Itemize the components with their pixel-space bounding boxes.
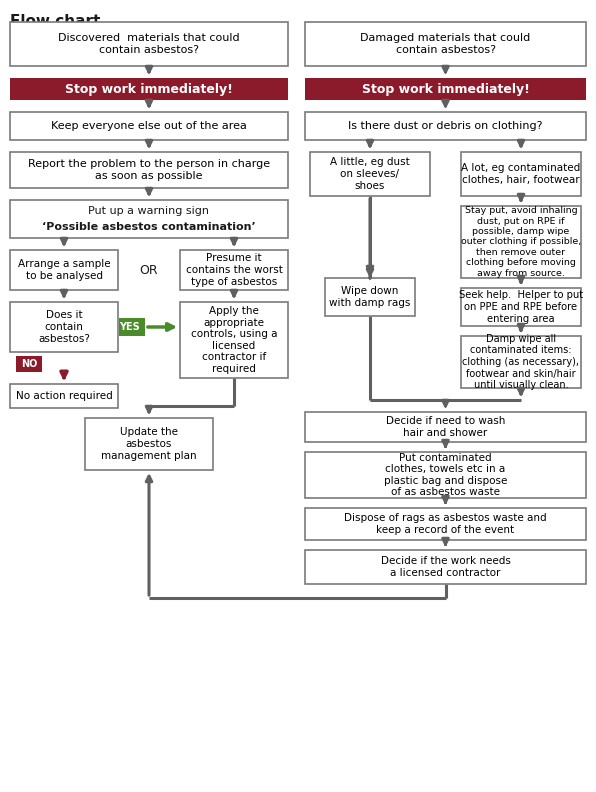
Text: Stay put, avoid inhaling
dust, put on RPE if
possible, damp wipe
outer clothing : Stay put, avoid inhaling dust, put on RP… <box>461 206 581 278</box>
FancyBboxPatch shape <box>461 206 581 278</box>
Text: Flow chart: Flow chart <box>10 14 100 29</box>
FancyBboxPatch shape <box>305 22 586 66</box>
FancyBboxPatch shape <box>10 112 288 140</box>
FancyBboxPatch shape <box>180 250 288 290</box>
FancyBboxPatch shape <box>10 250 118 290</box>
Bar <box>16 356 42 372</box>
Text: Dispose of rags as asbestos waste and
keep a record of the event: Dispose of rags as asbestos waste and ke… <box>344 513 547 535</box>
FancyBboxPatch shape <box>461 288 581 326</box>
Bar <box>119 318 145 336</box>
FancyBboxPatch shape <box>85 418 213 470</box>
Text: Stop work immediately!: Stop work immediately! <box>65 82 233 96</box>
Text: Wipe down
with damp rags: Wipe down with damp rags <box>330 286 411 308</box>
Text: Arrange a sample
to be analysed: Arrange a sample to be analysed <box>18 259 110 281</box>
Text: Discovered  materials that could
contain asbestos?: Discovered materials that could contain … <box>58 33 240 55</box>
Text: Seek help.  Helper to put
on PPE and RPE before
entering area: Seek help. Helper to put on PPE and RPE … <box>459 291 583 324</box>
Text: Does it
contain
asbestos?: Does it contain asbestos? <box>38 310 90 344</box>
FancyBboxPatch shape <box>10 302 118 352</box>
FancyBboxPatch shape <box>10 200 288 238</box>
FancyBboxPatch shape <box>305 112 586 140</box>
Text: A little, eg dust
on sleeves/
shoes: A little, eg dust on sleeves/ shoes <box>330 158 410 191</box>
Text: OR: OR <box>139 264 159 276</box>
Text: Damp wipe all
contaminated items:
clothing (as necessary),
footwear and skin/hai: Damp wipe all contaminated items: clothi… <box>462 333 579 390</box>
Text: A lot, eg contaminated
clothes, hair, footwear: A lot, eg contaminated clothes, hair, fo… <box>461 163 581 185</box>
FancyBboxPatch shape <box>305 452 586 498</box>
FancyBboxPatch shape <box>305 508 586 540</box>
FancyBboxPatch shape <box>310 152 430 196</box>
Text: Decide if the work needs
a licensed contractor: Decide if the work needs a licensed cont… <box>381 556 510 578</box>
FancyBboxPatch shape <box>10 384 118 408</box>
Text: YES: YES <box>119 322 139 332</box>
Text: Apply the
appropriate
controls, using a
licensed
contractor if
required: Apply the appropriate controls, using a … <box>191 306 277 374</box>
Bar <box>10 78 288 100</box>
Text: Update the
asbestos
management plan: Update the asbestos management plan <box>101 428 197 461</box>
FancyBboxPatch shape <box>461 152 581 196</box>
FancyBboxPatch shape <box>325 278 415 316</box>
Text: Decide if need to wash
hair and shower: Decide if need to wash hair and shower <box>386 417 505 438</box>
Text: ‘Possible asbestos contamination’: ‘Possible asbestos contamination’ <box>42 222 256 232</box>
Text: No action required: No action required <box>15 391 113 401</box>
FancyBboxPatch shape <box>305 550 586 584</box>
Text: Stop work immediately!: Stop work immediately! <box>362 82 529 96</box>
FancyBboxPatch shape <box>305 412 586 442</box>
Text: Damaged materials that could
contain asbestos?: Damaged materials that could contain asb… <box>361 33 530 55</box>
Text: Put contaminated
clothes, towels etc in a
plastic bag and dispose
of as asbestos: Put contaminated clothes, towels etc in … <box>384 452 507 497</box>
Bar <box>305 78 586 100</box>
Text: Presume it
contains the worst
type of asbestos: Presume it contains the worst type of as… <box>185 253 283 287</box>
Text: Report the problem to the person in charge
as soon as possible: Report the problem to the person in char… <box>28 159 270 181</box>
FancyBboxPatch shape <box>10 22 288 66</box>
FancyBboxPatch shape <box>180 302 288 378</box>
Text: NO: NO <box>21 359 37 369</box>
Text: Put up a warning sign: Put up a warning sign <box>88 206 210 216</box>
Text: Is there dust or debris on clothing?: Is there dust or debris on clothing? <box>348 121 543 131</box>
FancyBboxPatch shape <box>10 152 288 188</box>
FancyBboxPatch shape <box>461 336 581 388</box>
Text: Keep everyone else out of the area: Keep everyone else out of the area <box>51 121 247 131</box>
